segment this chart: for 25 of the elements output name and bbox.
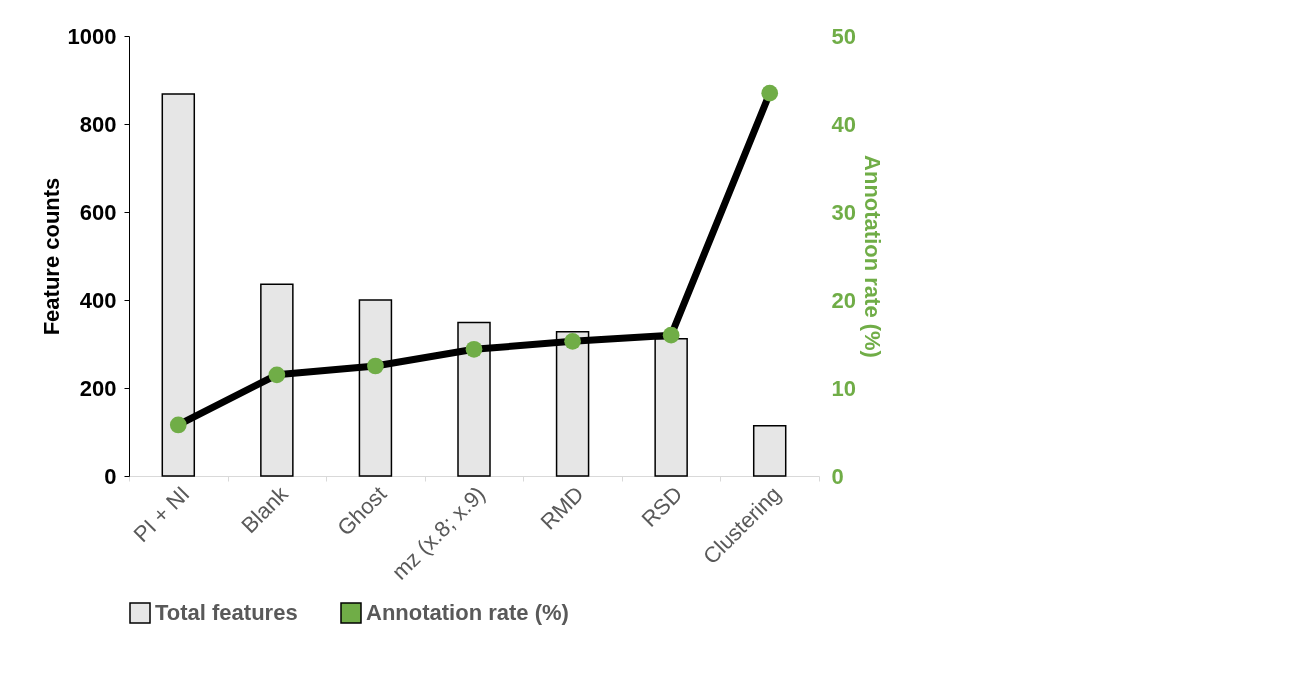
point xyxy=(662,326,680,344)
point xyxy=(761,84,779,102)
y2-axis-title: Annotation rate (%) xyxy=(859,155,885,358)
y2-tick-label: 40 xyxy=(831,111,856,137)
y2-tick-label: 10 xyxy=(831,375,856,401)
y-tick-label: 400 xyxy=(79,287,117,313)
y2-tick-label: 30 xyxy=(831,199,856,225)
y2-tick-label: 50 xyxy=(831,23,856,49)
point xyxy=(268,366,286,384)
y-tick-label: 0 xyxy=(104,463,117,489)
legend-label: Total features xyxy=(155,600,298,625)
y-tick-label: 800 xyxy=(79,111,117,137)
y-axis-title: Feature counts xyxy=(38,177,64,336)
y-tick-label: 600 xyxy=(79,199,117,225)
y-tick-label: 200 xyxy=(79,375,117,401)
y2-tick-label: 20 xyxy=(831,287,856,313)
point xyxy=(367,357,384,375)
point xyxy=(465,340,483,358)
y-tick-label: 1000 xyxy=(67,23,117,49)
point xyxy=(169,416,187,434)
legend-label: Annotation rate (%) xyxy=(366,600,569,625)
bar xyxy=(752,425,787,477)
x-tick-label: PI + NI xyxy=(128,481,195,548)
point xyxy=(564,333,581,350)
y2-tick-label: 0 xyxy=(831,463,844,489)
